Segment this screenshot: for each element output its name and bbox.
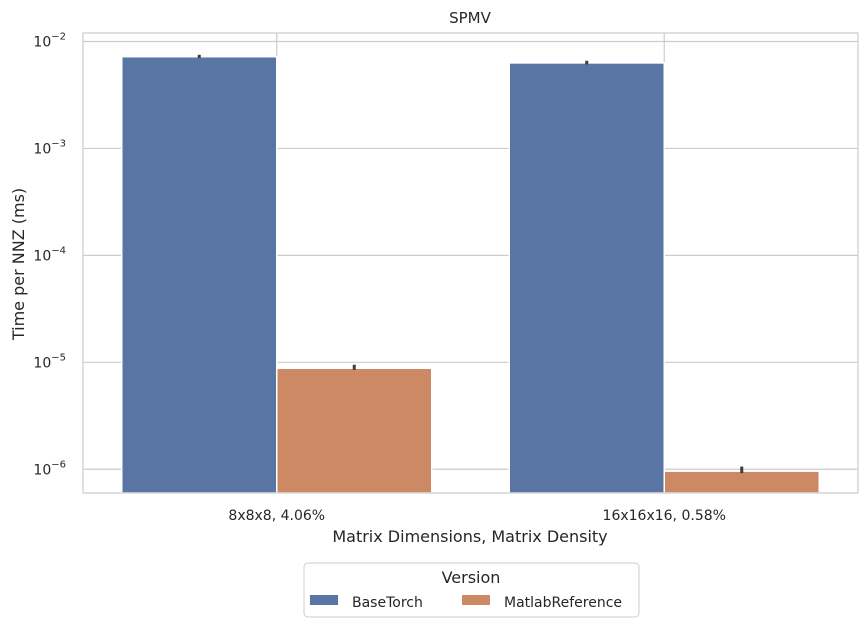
- y-tick-label: 10−6: [33, 459, 66, 478]
- x-tick-labels: 8x8x8, 4.06% 16x16x16, 0.58%: [228, 508, 726, 524]
- bar-matlabreference-1: [663, 470, 820, 494]
- legend-box: [303, 562, 640, 618]
- y-tick-label: 10−2: [33, 31, 66, 50]
- y-tick-label: 10−5: [33, 352, 66, 371]
- bars: [121, 55, 820, 494]
- error-bars: [197, 54, 744, 474]
- x-tick-label: 16x16x16, 0.58%: [603, 508, 726, 524]
- y-axis-label: Time per NNZ (ms): [9, 188, 28, 341]
- y-tick-label: 10−3: [33, 138, 66, 157]
- plot-frame: [82, 32, 859, 494]
- x-axis-label: Matrix Dimensions, Matrix Density: [332, 527, 607, 546]
- legend-swatch-matlabreference: [462, 595, 490, 605]
- legend: Version BaseTorch MatlabReference: [303, 562, 640, 618]
- bar-basetorch-0: [121, 55, 278, 494]
- bar-matlabreference-0: [276, 367, 433, 494]
- x-tick-label: 8x8x8, 4.06%: [228, 508, 325, 524]
- legend-title: Version: [442, 568, 501, 587]
- chart-title: SPMV: [449, 9, 492, 27]
- y-tick-labels: 10−2 10−3 10−4 10−5 10−6: [33, 31, 66, 478]
- legend-label-basetorch: BaseTorch: [352, 595, 423, 611]
- y-tick-label: 10−4: [33, 245, 66, 264]
- legend-label-matlabreference: MatlabReference: [504, 595, 622, 611]
- bar-basetorch-1: [508, 62, 665, 494]
- legend-swatch-basetorch: [310, 595, 338, 605]
